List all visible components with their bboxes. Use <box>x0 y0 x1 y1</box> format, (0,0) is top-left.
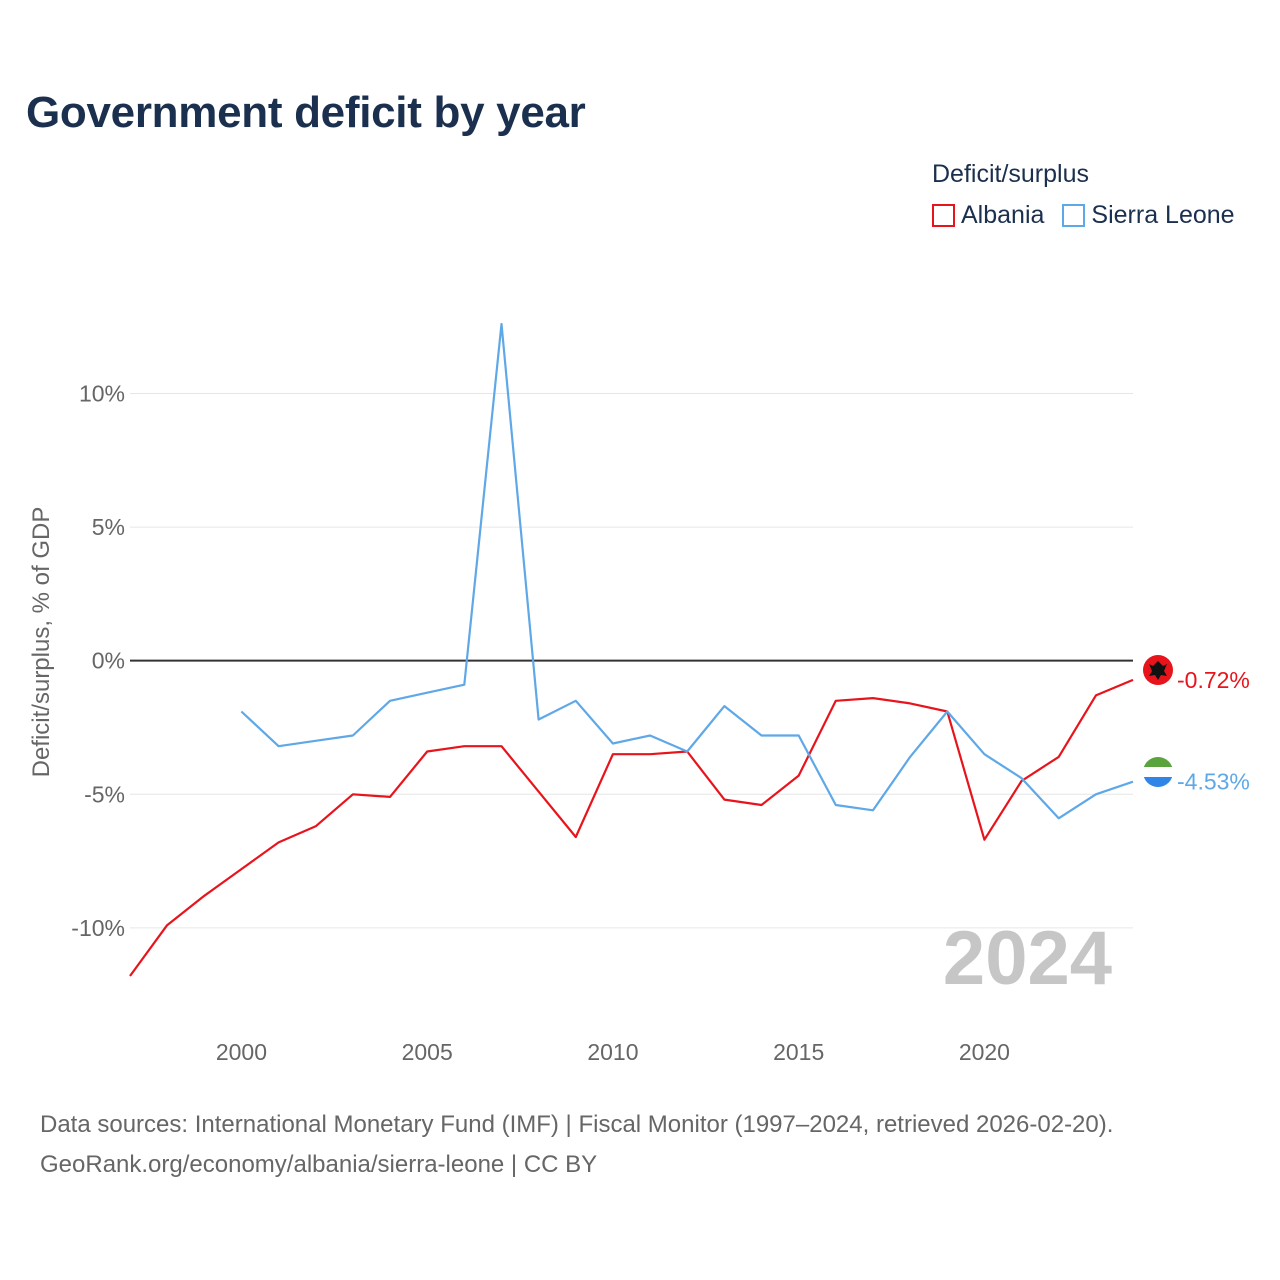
data-point-albania[interactable] <box>386 793 394 801</box>
data-point-sierra-leone[interactable] <box>460 681 468 689</box>
data-point-albania[interactable] <box>163 921 171 929</box>
data-point-albania[interactable] <box>200 892 208 900</box>
data-point-sierra-leone[interactable] <box>237 707 245 715</box>
data-point-sierra-leone[interactable] <box>312 737 320 745</box>
data-point-sierra-leone[interactable] <box>609 740 617 748</box>
data-point-albania[interactable] <box>1129 676 1137 684</box>
source-line-data: Data sources: International Monetary Fun… <box>40 1111 1114 1138</box>
y-tick-label: 5% <box>92 514 125 540</box>
albania-flag-icon <box>1143 655 1173 685</box>
page-title: Government deficit by year <box>26 88 586 137</box>
data-point-albania[interactable] <box>609 750 617 758</box>
data-point-sierra-leone[interactable] <box>1018 774 1026 782</box>
data-point-albania[interactable] <box>869 694 877 702</box>
data-point-sierra-leone[interactable] <box>720 702 728 710</box>
data-point-sierra-leone[interactable] <box>943 707 951 715</box>
source-line-link[interactable]: GeoRank.org/economy/albania/sierra-leone… <box>40 1151 598 1178</box>
legend-swatch-sierra-leone <box>1062 204 1086 227</box>
data-point-sierra-leone[interactable] <box>683 748 691 756</box>
data-point-sierra-leone[interactable] <box>535 715 543 723</box>
data-point-albania[interactable] <box>720 796 728 804</box>
data-point-sierra-leone[interactable] <box>1129 778 1137 786</box>
y-tick-label: 0% <box>92 648 125 674</box>
data-point-albania[interactable] <box>312 822 320 830</box>
data-point-albania[interactable] <box>832 697 840 705</box>
data-point-sierra-leone[interactable] <box>906 753 914 761</box>
data-point-albania[interactable] <box>906 699 914 707</box>
x-tick-label: 2015 <box>773 1039 824 1065</box>
x-tick-label: 2020 <box>959 1039 1010 1065</box>
data-point-albania[interactable] <box>423 748 431 756</box>
series-line-sierra-leone[interactable] <box>240 322 1134 820</box>
data-point-sierra-leone[interactable] <box>572 697 580 705</box>
data-point-albania[interactable] <box>1055 753 1063 761</box>
data-point-sierra-leone[interactable] <box>423 689 431 697</box>
data-point-albania[interactable] <box>460 742 468 750</box>
data-point-albania[interactable] <box>980 836 988 844</box>
data-point-sierra-leone[interactable] <box>832 801 840 809</box>
data-point-albania[interactable] <box>795 772 803 780</box>
end-label-sierra-leone: -4.53% <box>1177 769 1250 795</box>
x-tick-label: 2010 <box>587 1039 638 1065</box>
data-point-albania[interactable] <box>275 838 283 846</box>
data-point-albania[interactable] <box>758 801 766 809</box>
legend-label-albania: Albania <box>961 201 1045 229</box>
y-axis-label: Deficit/surplus, % of GDP <box>28 507 55 778</box>
y-tick-label: -5% <box>84 781 125 807</box>
data-point-sierra-leone[interactable] <box>758 731 766 739</box>
data-point-sierra-leone[interactable] <box>646 731 654 739</box>
legend-label-sierra-leone: Sierra Leone <box>1091 201 1235 229</box>
data-point-albania[interactable] <box>535 788 543 796</box>
data-point-albania[interactable] <box>497 742 505 750</box>
legend: Deficit/surplus Albania Sierra Leone <box>932 160 1235 230</box>
watermark-year: 2024 <box>943 916 1112 1001</box>
data-point-sierra-leone[interactable] <box>795 731 803 739</box>
data-point-albania[interactable] <box>349 790 357 798</box>
data-point-albania[interactable] <box>126 972 134 980</box>
y-tick-label: -10% <box>71 915 125 941</box>
data-point-sierra-leone[interactable] <box>349 731 357 739</box>
data-point-sierra-leone[interactable] <box>1055 814 1063 822</box>
end-label-albania: -0.72% <box>1177 667 1250 693</box>
data-point-albania[interactable] <box>237 865 245 873</box>
x-tick-label: 2005 <box>402 1039 453 1065</box>
legend-item-albania[interactable]: Albania <box>932 201 1044 230</box>
y-tick-label: 10% <box>79 381 125 407</box>
legend-title: Deficit/surplus <box>932 160 1089 188</box>
legend-swatch-albania <box>932 204 955 227</box>
data-point-sierra-leone[interactable] <box>275 742 283 750</box>
data-point-albania[interactable] <box>572 833 580 841</box>
data-point-albania[interactable] <box>646 750 654 758</box>
data-point-sierra-leone[interactable] <box>386 697 394 705</box>
data-point-albania[interactable] <box>1092 691 1100 699</box>
legend-item-sierra-leone[interactable]: Sierra Leone <box>1062 201 1235 230</box>
sierra-leone-flag-icon <box>1143 757 1173 787</box>
source-note: Data sources: International Monetary Fun… <box>40 1105 1113 1185</box>
data-point-sierra-leone[interactable] <box>497 320 505 328</box>
data-point-sierra-leone[interactable] <box>869 806 877 814</box>
x-tick-label: 2000 <box>216 1039 267 1065</box>
line-chart: 10%5%0%-5%-10%2000 2005 2010 2015 2020 2024 … <box>28 320 1250 1065</box>
data-point-sierra-leone[interactable] <box>980 750 988 758</box>
data-point-sierra-leone[interactable] <box>1092 790 1100 798</box>
series-line-albania[interactable] <box>129 678 1134 977</box>
